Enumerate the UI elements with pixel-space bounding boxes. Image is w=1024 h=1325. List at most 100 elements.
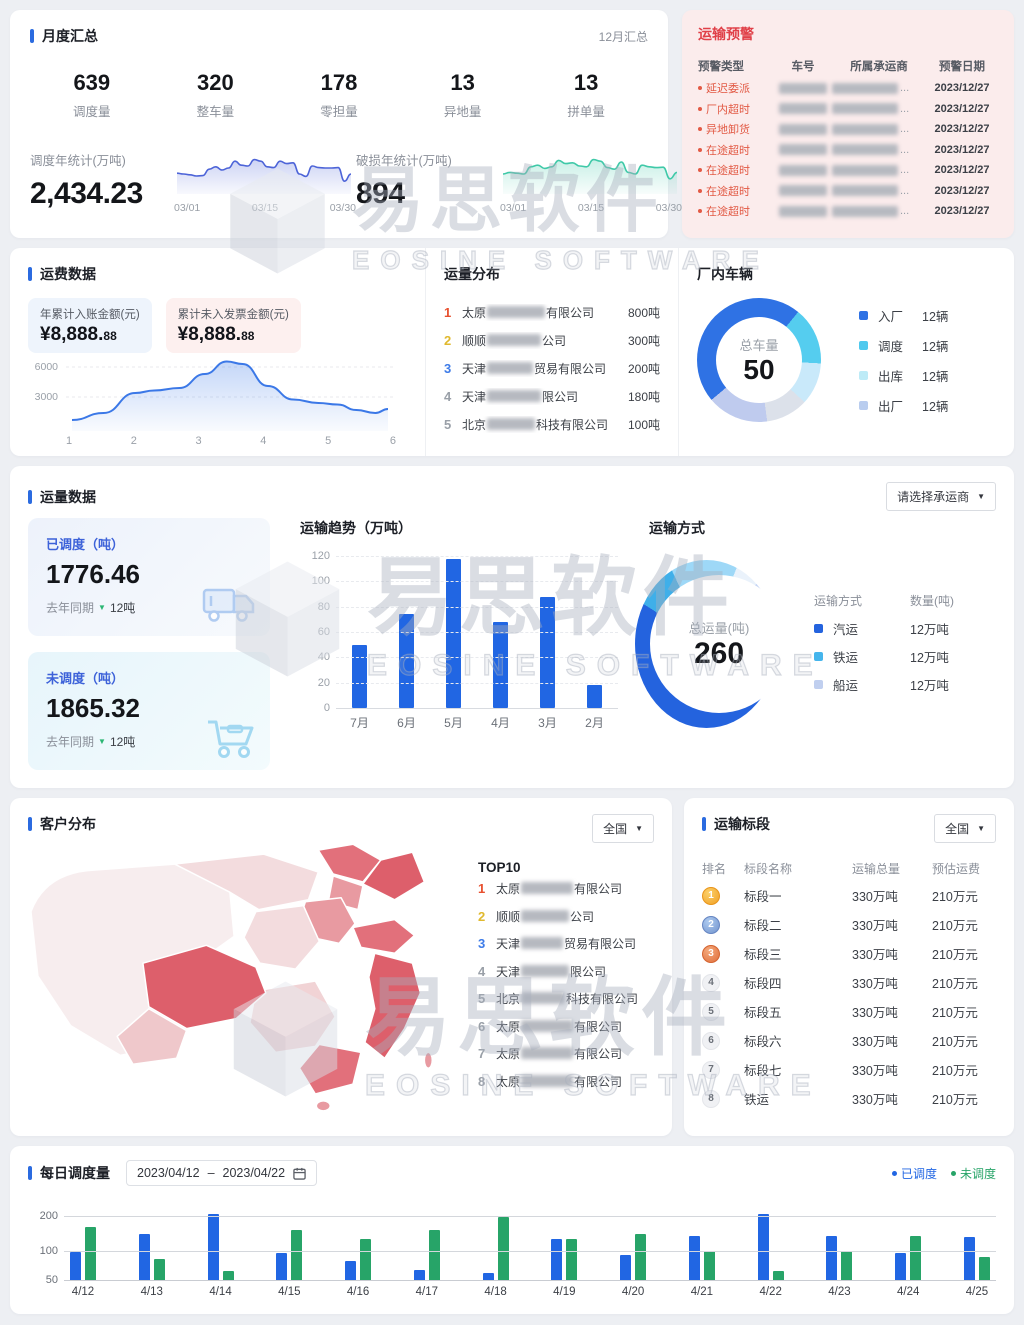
monthly-summary-title-row: 月度汇总 xyxy=(30,26,98,46)
x-tick-label: 3月 xyxy=(538,716,557,730)
list-item: 3 天津 贸易有限公司 200吨 xyxy=(444,354,660,382)
company-name: 太原 有限公司 xyxy=(496,882,623,897)
column-header: 预估运费 xyxy=(932,861,981,876)
x-tick-label: 4/22 xyxy=(759,1286,782,1298)
redacted-text xyxy=(832,205,898,217)
alert-type: 厂内超时 xyxy=(698,99,774,120)
x-tick-label: 4/20 xyxy=(621,1286,645,1298)
section-name: 标段三 xyxy=(744,948,782,962)
region-select-dropdown[interactable]: 全国 ▼ xyxy=(592,814,654,843)
sparkline-axis: 03/01 03/15 03/30 xyxy=(174,202,356,214)
x-tick-label: 6 xyxy=(389,435,396,447)
bar-unscheduled xyxy=(428,1230,440,1280)
list-item: 8 太原 有限公司 xyxy=(478,1068,658,1096)
table-row: 5 标段五 330万吨 210万元 xyxy=(702,997,996,1026)
legend-label: 出库 xyxy=(878,369,904,384)
gridline xyxy=(336,657,618,659)
stat-value: 2,434.23 xyxy=(30,177,143,210)
ellipsis: ... xyxy=(900,164,910,177)
company-name: 顺顺 公司 xyxy=(496,909,595,924)
alert-dot xyxy=(698,188,702,193)
y-tick-label: 40 xyxy=(317,651,330,664)
daily-bar-group: 4/22 xyxy=(757,1213,784,1298)
rank-number: 3 xyxy=(478,936,486,952)
alert-dot xyxy=(698,127,702,132)
legend-swatch xyxy=(814,623,823,633)
chart-title: 运输趋势（万吨） xyxy=(300,520,412,536)
panel-customer-distribution: 客户分布 全国 ▼ xyxy=(10,798,672,1136)
total-volume: 330万吨 xyxy=(852,948,898,962)
panel-title: 客户分布 xyxy=(40,816,96,832)
x-tick-label: 5 xyxy=(325,435,332,447)
donut-center-label: 总运量(吨) xyxy=(688,620,750,636)
vehicles-donut-chart: 总车量 50 xyxy=(697,298,821,422)
legend-dot xyxy=(891,1170,897,1176)
list-item: 2 顺顺 公司 xyxy=(478,903,658,931)
daily-bar-group: 4/16 xyxy=(345,1238,372,1298)
title-marker xyxy=(702,817,706,831)
ellipsis: ... xyxy=(900,184,910,197)
gridline xyxy=(336,632,618,633)
legend-value: 12万吨 xyxy=(910,650,949,665)
dropdown-label: 全国 xyxy=(603,822,628,836)
carrier-select-dropdown[interactable]: 请选择承运商 ▼ xyxy=(886,482,996,511)
rank-number: 5 xyxy=(444,416,452,432)
metric-card-uninvoiced-amount: 累计未入发票金额(元) ¥8,888.88 xyxy=(165,298,301,353)
redacted-text xyxy=(832,82,898,94)
monthly-stat: 320 整车量 xyxy=(154,70,278,120)
ellipsis: ... xyxy=(900,102,910,115)
panel-transport-alerts: 运输预警 预警类型 车号 所属承运商 预警日期 延迟委派... 2023/12/27 厂内超… xyxy=(682,10,1014,238)
axis-tick: 03/15 xyxy=(577,202,605,214)
estimated-fee: 210万元 xyxy=(932,948,978,962)
cart-icon xyxy=(208,720,254,758)
axis-tick: 03/01 xyxy=(174,202,201,214)
date-range-picker[interactable]: 2023/04/12 – 2023/04/22 xyxy=(126,1160,318,1186)
rank-number: 2 xyxy=(444,332,452,348)
redacted-text xyxy=(487,333,542,346)
legend-swatch xyxy=(859,340,868,350)
redacted-text xyxy=(487,305,546,318)
gridline xyxy=(64,1280,996,1281)
gridline xyxy=(336,581,618,583)
y-tick-label: 120 xyxy=(311,550,330,562)
x-tick-label: 2月 xyxy=(585,716,604,730)
alert-plate xyxy=(774,119,832,140)
company-name: 顺顺 公司 xyxy=(462,333,567,348)
redacted-text xyxy=(779,82,827,94)
x-tick-label: 4/18 xyxy=(484,1286,507,1298)
total-volume: 330万吨 xyxy=(852,977,898,991)
legend-item: 未调度 xyxy=(950,1165,996,1182)
gridline xyxy=(336,556,618,557)
bar-scheduled xyxy=(138,1234,150,1280)
daily-legend: 已调度 未调度 xyxy=(891,1165,996,1182)
bar-scheduled xyxy=(688,1235,700,1280)
legend-item: 船运 12万吨 xyxy=(814,670,996,698)
bar-scheduled xyxy=(70,1252,81,1280)
alert-type: 在途超时 xyxy=(698,160,774,181)
dispatch-sparkline xyxy=(176,158,352,194)
tonnage-value: 200吨 xyxy=(627,361,660,376)
alert-date: 2023/12/27 xyxy=(934,102,990,115)
section-name: 标段二 xyxy=(744,919,782,933)
rank-number: 3 xyxy=(444,360,452,376)
alert-date: 2023/12/27 xyxy=(934,82,990,95)
bar-scheduled xyxy=(895,1252,907,1280)
alerts-title: 运输预警 xyxy=(698,26,754,42)
bar-unscheduled xyxy=(910,1235,922,1280)
date-separator: – xyxy=(207,1166,215,1180)
metric-card-booked-amount: 年累计入账金额(元) ¥8,888.88 xyxy=(28,298,152,353)
gridline xyxy=(336,682,618,684)
ellipsis: ... xyxy=(900,123,910,136)
metric-label: 年累计入账金额(元) xyxy=(40,309,140,321)
alert-date: 2023/12/27 xyxy=(934,123,990,136)
dropdown-label: 全国 xyxy=(945,822,970,836)
panel-volume-data: 运量数据 请选择承运商 ▼ 已调度（吨） 1776.46 去年同期 ▼ 12吨 xyxy=(10,466,1014,788)
yearly-stat-damage: 破损年统计(万吨) 894 03/01 03/15 03/30 xyxy=(356,142,682,214)
region-select-dropdown[interactable]: 全国 ▼ xyxy=(934,814,996,843)
stat-value: 894 xyxy=(356,177,405,210)
list-item: 3 天津 贸易有限公司 xyxy=(478,930,658,958)
legend-value: 12万吨 xyxy=(910,622,949,637)
alert-date: 2023/12/27 xyxy=(934,184,990,197)
trend-bar xyxy=(352,644,367,708)
factory-vehicles-section: 厂内车辆 总车量 50 入厂 12辆 调度 12辆 出库 12辆 出厂 12辆 xyxy=(678,248,1014,456)
